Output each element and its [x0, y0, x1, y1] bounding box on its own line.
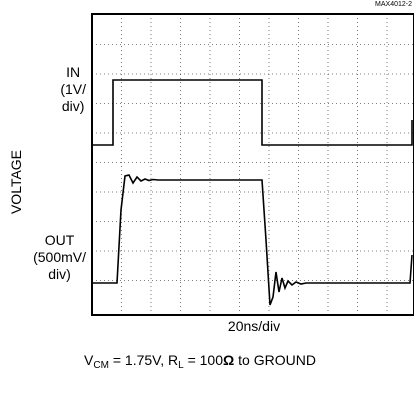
- input-label-line-3: div): [61, 98, 85, 114]
- rl-value: = 100: [183, 352, 224, 368]
- y-axis-label: VOLTAGE: [8, 149, 24, 215]
- rl-subscript: L: [178, 360, 184, 371]
- x-axis-label: 20ns/div: [227, 318, 281, 334]
- vcm-value: = 1.75V,: [108, 352, 169, 368]
- input-label-line-1: IN: [66, 64, 81, 80]
- output-label-line-2: (500mV/: [33, 249, 86, 265]
- conditions-tail: to GROUND: [234, 352, 316, 368]
- grid-lines: [92, 14, 414, 315]
- rl-symbol: R: [168, 352, 179, 368]
- vcm-symbol: V: [84, 352, 94, 368]
- ohm-symbol: Ω: [223, 352, 235, 368]
- plot-frame: [91, 13, 414, 316]
- figure-code: MAX4012-2: [375, 1, 412, 8]
- test-conditions: VCM = 1.75V, RL = 100Ω to GROUND: [84, 352, 316, 371]
- input-trace: [92, 79, 413, 146]
- output-trace: [92, 174, 413, 306]
- vcm-subscript: CM: [93, 360, 109, 371]
- output-label-line-1: OUT: [44, 232, 75, 248]
- output-label-line-3: div): [48, 266, 71, 282]
- input-label-line-2: (1V/: [60, 81, 86, 97]
